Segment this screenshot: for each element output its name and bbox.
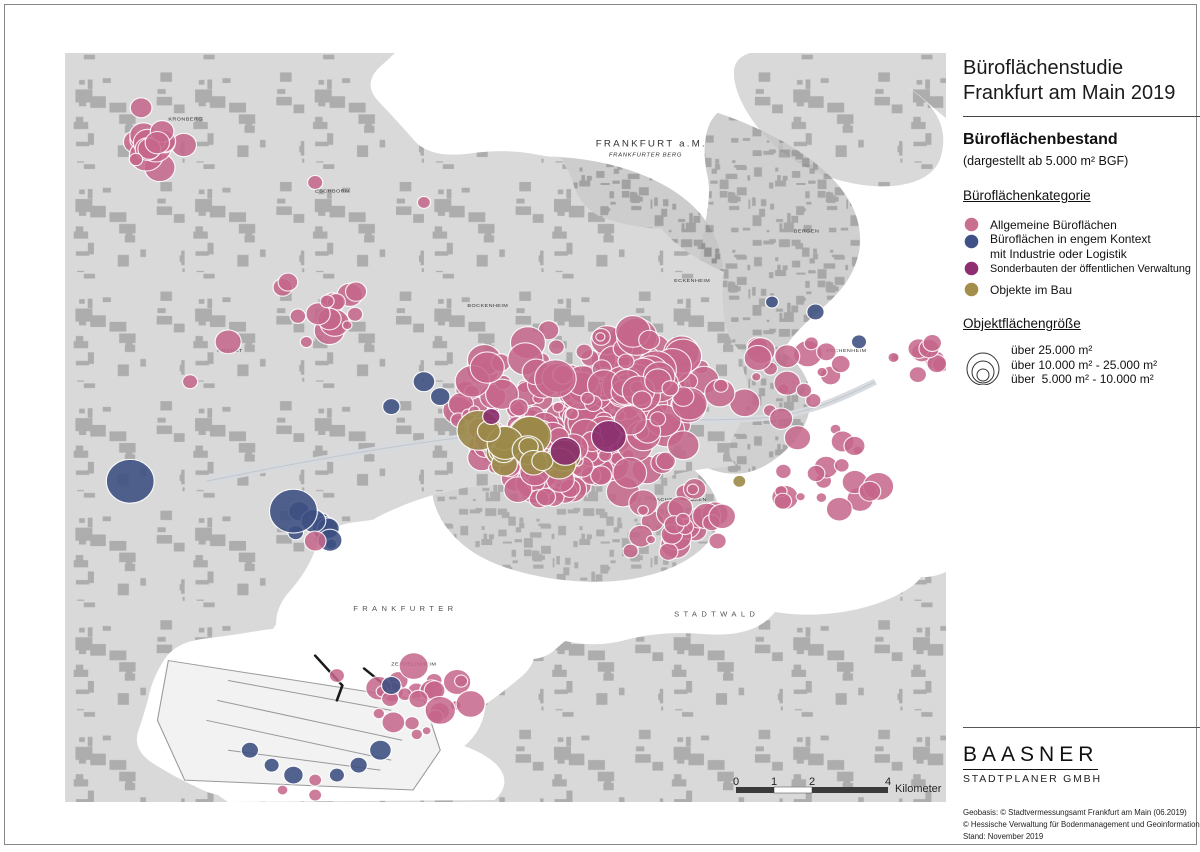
svg-text:0: 0 [733,776,739,788]
svg-text:1: 1 [771,776,777,788]
svg-text:BOCKENHEIM: BOCKENHEIM [467,303,508,309]
svg-text:ECKENHEIM: ECKENHEIM [674,278,710,284]
svg-text:FRANKFURTER BERG: FRANKFURTER BERG [609,153,682,159]
svg-text:BERGEN: BERGEN [794,228,820,234]
svg-text:FRANKFURT a.M.: FRANKFURT a.M. [596,139,707,149]
svg-text:KRONBERG: KRONBERG [168,117,203,123]
svg-text:2: 2 [809,776,815,788]
svg-text:FRANKFURTER: FRANKFURTER [353,604,457,613]
svg-text:STADTWALD: STADTWALD [674,610,759,619]
svg-text:4: 4 [885,776,891,788]
svg-text:ESCHBORN: ESCHBORN [315,189,349,195]
